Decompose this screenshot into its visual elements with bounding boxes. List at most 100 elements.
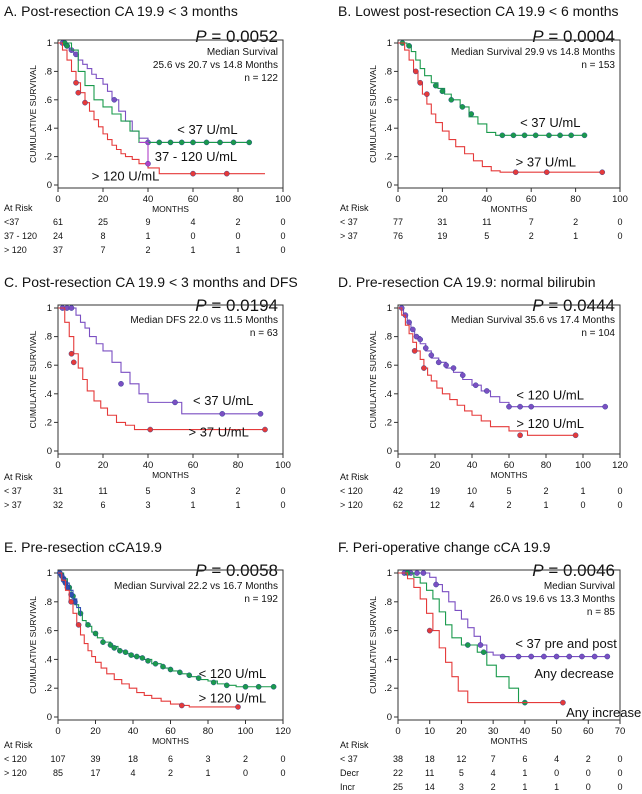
panel-d-risk-cell: 1 <box>543 500 548 510</box>
panel-b-xtick-label: 40 <box>482 194 493 205</box>
panel-a-risk-cell: 0 <box>280 217 285 227</box>
panel-f-risk-cell: 2 <box>491 782 496 792</box>
panel-f-risk-row-label: < 37 <box>340 754 358 764</box>
panel-e-series-0-censor <box>167 666 174 673</box>
panel-b-xtick-label: 20 <box>437 194 448 205</box>
panel-f-risk-cell: 5 <box>459 768 464 778</box>
panel-b-xtick-label: 80 <box>570 194 581 205</box>
panel-d-title: D. Pre-resection CA 19.9: normal bilirub… <box>338 274 596 290</box>
panel-d-series-0-censor <box>450 365 457 371</box>
panel-d-risk-header: At Risk <box>340 472 369 482</box>
panel-c-xtick-label: 60 <box>188 460 199 471</box>
panel-f-risk-cell: 22 <box>393 768 403 778</box>
panel-f-ytick-label: .8 <box>384 597 392 608</box>
panel-e-note: Median Survival 22.2 vs 16.7 Months <box>114 581 278 592</box>
panel-b-p-number: = 0.0004 <box>544 27 615 46</box>
panel-f-note: n = 85 <box>587 607 616 618</box>
panel-f-xtick-label: 40 <box>520 726 531 737</box>
panel-b-risk-cell: 7 <box>529 217 534 227</box>
panel-f-risk-cell: 1 <box>554 782 559 792</box>
panel-d-ytick-label: 0 <box>387 446 392 457</box>
panel-f-risk-cell: 6 <box>522 754 527 764</box>
panel-b-risk-cell: 76 <box>393 231 403 241</box>
panel-a-risk-cell: 2 <box>235 217 240 227</box>
panel-a-series-0-censor <box>111 97 118 103</box>
panel-e-series-0-censor <box>160 663 166 670</box>
panel-c-series-0-censor <box>118 380 124 387</box>
panel-e-series-0-censor <box>255 683 262 690</box>
panel-a-risk-row-label: 37 - 120 <box>4 231 37 241</box>
panel-f-risk-cell: 25 <box>393 782 403 792</box>
panel-b-ytick-label: .2 <box>384 152 392 163</box>
panel-b-series-0-censor <box>532 132 539 139</box>
panel-b-ytick-label: .4 <box>384 123 392 134</box>
panel-c-series-1-censor <box>147 426 154 433</box>
panel-e-series-0-censor <box>152 660 159 667</box>
panel-d-series-0-censor <box>483 388 490 394</box>
panel-a-risk-row-label: > 120 <box>4 245 27 255</box>
panel-b-p-value: P = 0.0004 <box>532 27 615 46</box>
panel-f-risk-cell: 38 <box>393 754 403 764</box>
panel-f-series-0-censor <box>591 653 598 660</box>
panel-d-series-0-censor <box>406 319 412 326</box>
panel-e-curve-label: > 120 U/mL <box>199 691 267 706</box>
panel-c-curve-label: > 37 U/mL <box>189 425 249 440</box>
panel-d-ytick-label: .2 <box>384 417 392 428</box>
panel-f-risk-cell: 4 <box>491 768 496 778</box>
panel-c-ylabel: CUMULATIVE SURVIVAL <box>28 330 38 428</box>
panel-f-xtick-label: 30 <box>488 726 499 737</box>
panel-e-risk-cell: 85 <box>53 768 63 778</box>
panel-c-risk-cell: 31 <box>53 486 63 496</box>
panel-e-series-0-censor <box>186 672 193 679</box>
panel-f-title: F. Peri-operative change cCA 19.9 <box>338 539 551 555</box>
panel-b-ytick-label: 0 <box>387 180 392 191</box>
panel-f-series-0-censor <box>553 653 560 660</box>
panel-a-xlabel: MONTHS <box>152 204 189 214</box>
panel-c-note: Median DFS 22.0 vs 11.5 Months <box>130 315 278 326</box>
panel-f-ylabel: CUMULATIVE SURVIVAL <box>368 596 378 694</box>
panel-b-series-0-censor <box>557 132 563 139</box>
panel-d-risk-cell: 10 <box>467 486 477 496</box>
panel-b-series-0-censor <box>581 132 588 139</box>
panel-a-risk-cell: 61 <box>53 217 63 227</box>
panel-f-ytick-label: .4 <box>384 654 392 665</box>
panel-f-risk-cell: 0 <box>617 754 622 764</box>
panel-f-series-2-censor <box>560 699 566 706</box>
panel-f-series-0-censor <box>566 653 573 660</box>
panel-b-series-1-censor <box>424 91 430 97</box>
panel-a-risk-cell: 7 <box>100 245 105 255</box>
panel-e-ylabel: CUMULATIVE SURVIVAL <box>28 596 38 694</box>
panel-f-ytick-label: .2 <box>384 683 392 694</box>
panel-f-series-0-censor <box>414 570 420 576</box>
panel-b-risk-cell: 1 <box>573 231 578 241</box>
panel-c-xtick-label: 20 <box>98 460 109 471</box>
panel-a-risk-cell: 8 <box>100 231 105 241</box>
panel-e-ytick-label: .2 <box>44 683 52 694</box>
panel-c-title: C. Post-resection CA 19.9 < 3 months and… <box>4 274 298 290</box>
panel-a-ytick-label: .8 <box>44 66 52 77</box>
panel-c-risk-cell: 5 <box>145 486 150 496</box>
panel-c-risk-row-label: < 37 <box>4 486 22 496</box>
panel-f-risk-cell: 0 <box>586 768 591 778</box>
panel-e-xtick-label: 100 <box>238 726 254 737</box>
panel-a-series-2-censor <box>73 79 79 86</box>
panel-b-risk-cell: 77 <box>393 217 403 227</box>
panel-b-ytick-label: 1 <box>387 38 392 49</box>
panel-a-title: A. Post-resection CA 19.9 < 3 months <box>4 3 238 19</box>
panel-a-risk-cell: 24 <box>53 231 63 241</box>
panel-a-series-1-censor <box>230 139 237 146</box>
panel-c-xtick-label: 100 <box>275 460 291 471</box>
panel-d-series-0-censor <box>409 326 416 333</box>
panel-d-series-0-line <box>398 307 606 408</box>
panel-c-ytick-label: .2 <box>44 417 52 428</box>
panel-e-risk-cell: 0 <box>280 754 285 764</box>
panel-d-ytick-label: .8 <box>384 332 392 343</box>
panel-f-ytick-label: 0 <box>387 712 392 723</box>
panel-f-series-1-censor <box>480 649 487 656</box>
panel-b-risk-cell: 2 <box>529 231 534 241</box>
panel-a-curve-label: 37 - 120 U/mL <box>155 149 237 164</box>
panel-a-ytick-label: .2 <box>44 152 52 163</box>
panel-b-xtick-label: 0 <box>395 194 400 205</box>
panel-f-risk-header: At Risk <box>340 740 369 750</box>
panel-c-risk-cell: 1 <box>235 500 240 510</box>
